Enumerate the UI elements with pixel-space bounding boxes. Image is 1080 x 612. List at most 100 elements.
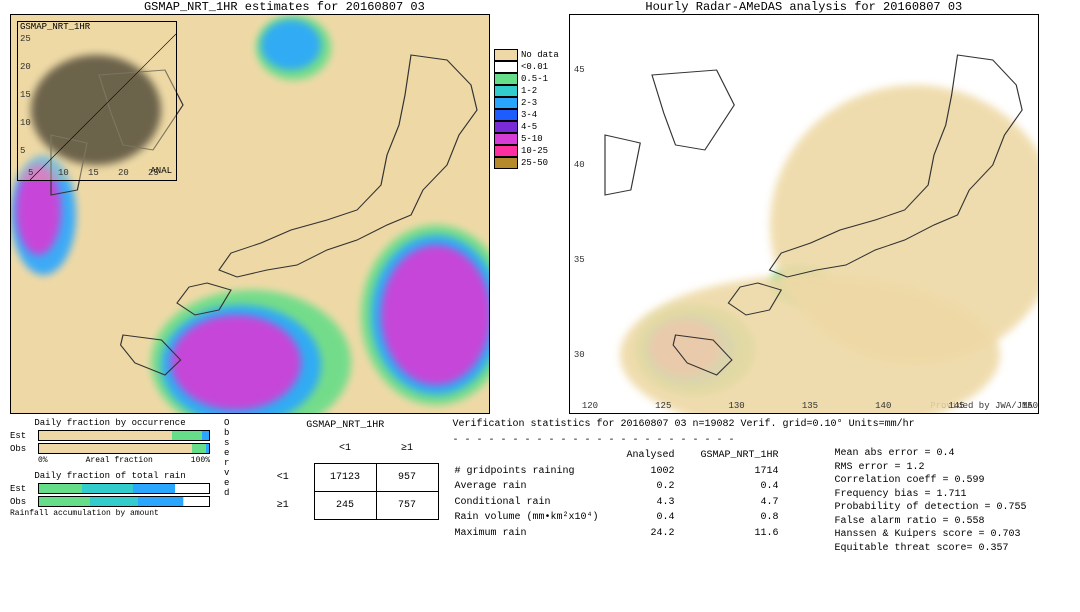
map-xtick: 135 xyxy=(802,401,818,411)
inset-xtick: 20 xyxy=(118,168,129,178)
observed-letter: O xyxy=(224,418,238,428)
map-xtick: 150 xyxy=(1022,401,1038,411)
observed-letter: d xyxy=(224,488,238,498)
bar-segment xyxy=(184,497,210,506)
inset-xtick: 10 xyxy=(58,168,69,178)
totalrain-title: Daily fraction of total rain xyxy=(10,471,210,481)
legend-swatch xyxy=(494,85,518,97)
left-map: GSMAP_NRT_1HRANAL510152025252015105 xyxy=(10,14,490,414)
bar-segment xyxy=(138,497,184,506)
stats-col1: Analysed xyxy=(627,449,699,463)
metric-line: Hanssen & Kuipers score = 0.703 xyxy=(835,528,1027,542)
stat-b: 11.6 xyxy=(701,527,803,541)
metrics-list: Mean abs error = 0.4RMS error = 1.2Corre… xyxy=(835,447,1027,555)
legend-swatch xyxy=(494,145,518,157)
stat-a: 24.2 xyxy=(627,527,699,541)
legend-item: 5-10 xyxy=(494,133,559,145)
legend-swatch xyxy=(494,133,518,145)
legend-label: 25-50 xyxy=(521,158,548,168)
stats-col2: GSMAP_NRT_1HR xyxy=(701,449,803,463)
legend-item: 3-4 xyxy=(494,109,559,121)
stat-a: 0.2 xyxy=(627,480,699,494)
left-map-title: GSMAP_NRT_1HR estimates for 20160807 03 xyxy=(10,0,559,14)
axis-100: 100% xyxy=(191,456,210,465)
coastline xyxy=(570,15,1039,414)
stat-a: 0.4 xyxy=(627,511,699,525)
ct-a: 17123 xyxy=(314,463,376,491)
bar-label: Est xyxy=(10,431,38,441)
observed-letter: r xyxy=(224,458,238,468)
bar-row: Est xyxy=(10,430,210,441)
bar-row: Obs xyxy=(10,496,210,507)
metric-line: RMS error = 1.2 xyxy=(835,461,1027,475)
table-row: Average rain0.20.4 xyxy=(455,480,803,494)
inset-box: GSMAP_NRT_1HRANAL510152025252015105 xyxy=(17,21,177,181)
stat-label: Average rain xyxy=(455,480,625,494)
bar-segment xyxy=(175,484,209,493)
bar-segment xyxy=(192,444,206,453)
bar-segment xyxy=(206,444,209,453)
map-xtick: 125 xyxy=(655,401,671,411)
bar-segment xyxy=(82,484,133,493)
ct-d: 757 xyxy=(376,491,438,519)
observed-label: Observed xyxy=(224,418,238,555)
inset-xtick: 25 xyxy=(148,168,159,178)
metric-line: Equitable threat score= 0.357 xyxy=(835,542,1027,556)
stat-a: 4.3 xyxy=(627,496,699,510)
legend-label: <0.01 xyxy=(521,62,548,72)
map-xtick: 140 xyxy=(875,401,891,411)
legend-swatch xyxy=(494,97,518,109)
legend-label: 5-10 xyxy=(521,134,543,144)
metric-line: Frequency bias = 1.711 xyxy=(835,488,1027,502)
table-row: Maximum rain24.211.6 xyxy=(455,527,803,541)
legend-label: 2-3 xyxy=(521,98,537,108)
bar-label: Obs xyxy=(10,444,38,454)
ct-b: 957 xyxy=(376,463,438,491)
stat-label: Maximum rain xyxy=(455,527,625,541)
bar-row: Obs xyxy=(10,443,210,454)
stat-b: 4.7 xyxy=(701,496,803,510)
inset-ytick: 15 xyxy=(20,90,31,100)
bar-label: Est xyxy=(10,484,38,494)
legend-swatch xyxy=(494,49,518,61)
legend-item: 0.5-1 xyxy=(494,73,559,85)
inset-ytick: 20 xyxy=(20,62,31,72)
map-xtick: 120 xyxy=(582,401,598,411)
bar-segment xyxy=(39,497,90,506)
bar-segment xyxy=(133,484,176,493)
legend-item: 25-50 xyxy=(494,157,559,169)
legend-item: 10-25 xyxy=(494,145,559,157)
observed-letter: v xyxy=(224,468,238,478)
bar-track xyxy=(38,496,210,507)
map-xtick: 130 xyxy=(728,401,744,411)
legend-swatch xyxy=(494,157,518,169)
legend-item: <0.01 xyxy=(494,61,559,73)
color-legend: No data<0.010.5-11-22-33-44-55-1010-2525… xyxy=(494,49,559,439)
fraction-bars: Daily fraction by occurrence EstObs 0% A… xyxy=(10,418,210,555)
bar-label: Obs xyxy=(10,497,38,507)
legend-label: 10-25 xyxy=(521,146,548,156)
observed-letter: s xyxy=(224,438,238,448)
inset-ytick: 5 xyxy=(20,146,25,156)
bar-segment xyxy=(39,431,172,440)
left-map-panel: GSMAP_NRT_1HR estimates for 20160807 03 … xyxy=(10,0,559,414)
bar-segment xyxy=(39,484,82,493)
ct-col1: <1 xyxy=(314,435,376,463)
stat-label: Rain volume (mm•km²x10⁴) xyxy=(455,511,625,525)
map-ytick: 45 xyxy=(574,65,585,75)
observed-letter: e xyxy=(224,478,238,488)
legend-swatch xyxy=(494,61,518,73)
ct-title: GSMAP_NRT_1HR xyxy=(252,420,439,431)
map-xtick: 145 xyxy=(948,401,964,411)
legend-label: 0.5-1 xyxy=(521,74,548,84)
stat-a: 1002 xyxy=(627,465,699,479)
right-map: Provided by JWA/JMA 12012513013514014515… xyxy=(569,14,1039,414)
legend-item: 4-5 xyxy=(494,121,559,133)
totalrain-footer: Rainfall accumulation by amount xyxy=(10,509,210,518)
map-ytick: 30 xyxy=(574,350,585,360)
legend-swatch xyxy=(494,73,518,85)
legend-item: No data xyxy=(494,49,559,61)
bar-segment xyxy=(90,497,138,506)
table-row: # gridpoints raining10021714 xyxy=(455,465,803,479)
map-ytick: 40 xyxy=(574,160,585,170)
